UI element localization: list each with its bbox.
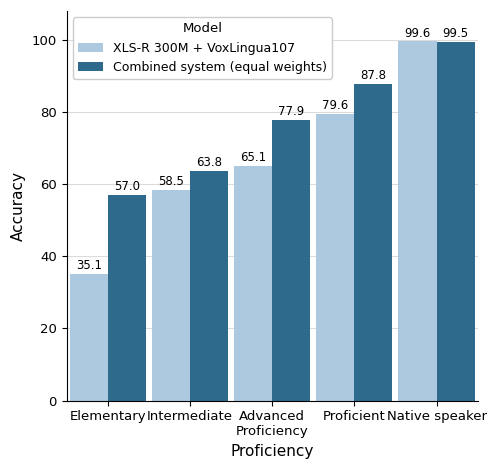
Text: 87.8: 87.8 <box>360 69 386 82</box>
Text: 57.0: 57.0 <box>114 180 140 193</box>
Text: 65.1: 65.1 <box>240 151 266 164</box>
Text: 35.1: 35.1 <box>76 259 102 272</box>
Text: 99.6: 99.6 <box>404 27 430 39</box>
Bar <box>234 166 272 400</box>
Text: 79.6: 79.6 <box>322 99 348 112</box>
Text: 58.5: 58.5 <box>158 175 184 188</box>
Text: 99.5: 99.5 <box>442 27 468 40</box>
Bar <box>436 42 474 400</box>
Text: 63.8: 63.8 <box>196 156 222 169</box>
Bar <box>108 195 146 400</box>
Y-axis label: Accuracy: Accuracy <box>11 171 26 241</box>
Bar <box>152 189 190 400</box>
Bar <box>316 114 354 400</box>
Bar <box>70 274 108 400</box>
Legend: XLS-R 300M + VoxLingua107, Combined system (equal weights): XLS-R 300M + VoxLingua107, Combined syst… <box>73 17 332 79</box>
Bar <box>272 120 310 400</box>
X-axis label: Proficiency: Proficiency <box>230 444 314 459</box>
Bar <box>398 41 436 400</box>
Text: 77.9: 77.9 <box>278 105 304 118</box>
Bar <box>190 171 228 400</box>
Bar <box>354 84 393 400</box>
